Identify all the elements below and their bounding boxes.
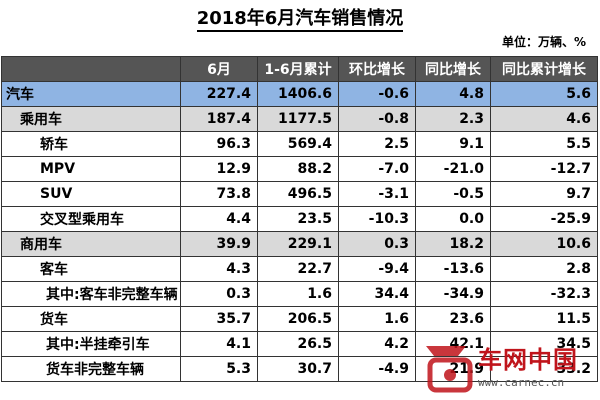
cell-value: 1177.5 [257, 106, 339, 132]
cell-value: -0.8 [338, 106, 416, 132]
table-row: 其中:客车非完整车辆 0.3 1.6 34.4 -34.9 -32.3 [1, 281, 598, 307]
cell-value: 23.5 [257, 206, 339, 232]
cell-value: 227.4 [180, 81, 258, 107]
table-row: SUV 73.8 496.5 -3.1 -0.5 9.7 [1, 181, 598, 207]
title-box: 2018年6月汽车销售情况 [0, 4, 600, 32]
cell-value: 4.1 [180, 331, 258, 357]
cell-value: 34.4 [338, 281, 416, 307]
watermark-logo [426, 346, 473, 393]
cell-value: 0.3 [338, 231, 416, 257]
cell-value: 2.3 [415, 106, 491, 132]
cell-value: 35.7 [180, 306, 258, 332]
cell-value: -21.0 [415, 156, 491, 182]
cell-value: 0.3 [180, 281, 258, 307]
cell-value: -10.3 [338, 206, 416, 232]
cell-value: -25.9 [490, 206, 598, 232]
cell-value: 2.5 [338, 131, 416, 157]
table-row: 其中:半挂牵引车 4.1 26.5 4.2 42.1 34.5 [1, 331, 598, 357]
cell-value: -7.0 [338, 156, 416, 182]
watermark-name: 车网中国 [478, 346, 578, 374]
table-row: 乘用车 187.4 1177.5 -0.8 2.3 4.6 [1, 106, 598, 132]
cell-value: 88.2 [257, 156, 339, 182]
cell-value: 1.6 [257, 281, 339, 307]
table-row: 货车非完整车辆 5.3 30.7 -4.9 21.9 33.2 [1, 356, 598, 382]
table-row: MPV 12.9 88.2 -7.0 -21.0 -12.7 [1, 156, 598, 182]
column-header: 1-6月累计 [257, 56, 339, 82]
cell-value: 33.2 [490, 356, 598, 382]
cell-value: 4.6 [490, 106, 598, 132]
row-label: 货车 [1, 306, 181, 332]
cell-value: 26.5 [257, 331, 339, 357]
column-header [1, 56, 181, 82]
cell-value: 12.9 [180, 156, 258, 182]
table-row: 轿车 96.3 569.4 2.5 9.1 5.5 [1, 131, 598, 157]
table-row: 商用车 39.9 229.1 0.3 18.2 10.6 [1, 231, 598, 257]
cell-value: 4.8 [415, 81, 491, 107]
row-label: 其中:客车非完整车辆 [1, 281, 181, 307]
watermark-url: www.carnec.cn [478, 376, 565, 389]
cell-value: -12.7 [490, 156, 598, 182]
cell-value: 4.4 [180, 206, 258, 232]
cell-value: -34.9 [415, 281, 491, 307]
cell-value: 1406.6 [257, 81, 339, 107]
cell-value: 229.1 [257, 231, 339, 257]
table-body: 汽车 227.4 1406.6 -0.6 4.8 5.6 乘用车 187.4 1177.5 -0.… [1, 81, 598, 382]
table-row: 货车 35.7 206.5 1.6 23.6 11.5 [1, 306, 598, 332]
cell-value: -3.1 [338, 181, 416, 207]
cell-value: 187.4 [180, 106, 258, 132]
cell-value: 73.8 [180, 181, 258, 207]
row-label: 客车 [1, 256, 181, 282]
cell-value: 5.5 [490, 131, 598, 157]
cell-value: 0.0 [415, 206, 491, 232]
cell-value: 4.2 [338, 331, 416, 357]
cell-value: 23.6 [415, 306, 491, 332]
row-label: MPV [1, 156, 181, 182]
cell-value: 9.7 [490, 181, 598, 207]
cell-value: 96.3 [180, 131, 258, 157]
cell-value: 569.4 [257, 131, 339, 157]
cell-value: 1.6 [338, 306, 416, 332]
table-row: 交叉型乘用车 4.4 23.5 -10.3 0.0 -25.9 [1, 206, 598, 232]
cell-value: -0.6 [338, 81, 416, 107]
row-label: 交叉型乘用车 [1, 206, 181, 232]
row-label: 其中:半挂牵引车 [1, 331, 181, 357]
cell-value: 206.5 [257, 306, 339, 332]
cell-value: 5.3 [180, 356, 258, 382]
cell-value: 30.7 [257, 356, 339, 382]
cell-value: 5.6 [490, 81, 598, 107]
column-header: 同比增长 [415, 56, 491, 82]
cell-value: 22.7 [257, 256, 339, 282]
cell-value: 18.2 [415, 231, 491, 257]
row-label: SUV [1, 181, 181, 207]
column-header: 同比累计增长 [490, 56, 598, 82]
column-header: 6月 [180, 56, 258, 82]
cell-value: -32.3 [490, 281, 598, 307]
sales-table: 6月 1-6月累计 环比增长 同比增长 同比累计增长 汽车 227.4 1406.6 -0.6… [1, 56, 598, 382]
cell-value: 10.6 [490, 231, 598, 257]
cell-value: 496.5 [257, 181, 339, 207]
cell-value: 4.3 [180, 256, 258, 282]
title: 2018年6月汽车销售情况 [196, 8, 404, 32]
cell-value: 11.5 [490, 306, 598, 332]
row-label: 商用车 [1, 231, 181, 257]
unit: 单位：万辆、% [501, 35, 586, 49]
cell-value: -13.6 [415, 256, 491, 282]
header-row: 6月 1-6月累计 环比增长 同比增长 同比累计增长 [1, 56, 598, 82]
row-label: 乘用车 [1, 106, 181, 132]
column-header: 环比增长 [338, 56, 416, 82]
row-label: 货车非完整车辆 [1, 356, 181, 382]
cell-value: 9.1 [415, 131, 491, 157]
cell-value: 39.9 [180, 231, 258, 257]
row-label: 汽车 [1, 81, 181, 107]
cell-value: 2.8 [490, 256, 598, 282]
table-row: 汽车 227.4 1406.6 -0.6 4.8 5.6 [1, 81, 598, 107]
cell-value: -9.4 [338, 256, 416, 282]
cell-value: -4.9 [338, 356, 416, 382]
row-label: 轿车 [1, 131, 181, 157]
table-row: 客车 4.3 22.7 -9.4 -13.6 2.8 [1, 256, 598, 282]
cell-value: -0.5 [415, 181, 491, 207]
